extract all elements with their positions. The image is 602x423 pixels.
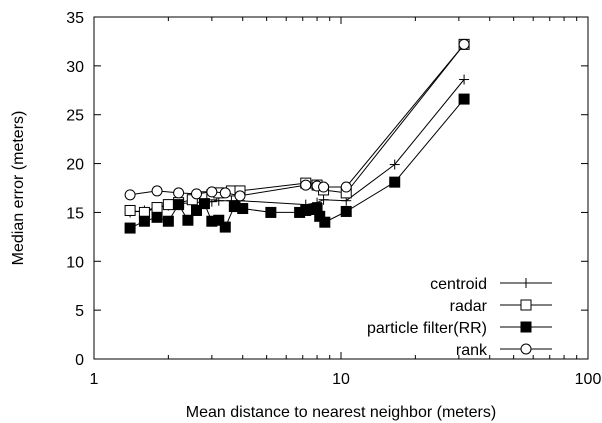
data-point <box>151 211 163 223</box>
data-point <box>458 93 470 105</box>
data-point <box>459 74 470 85</box>
legend-label: centroid <box>430 276 487 293</box>
data-point <box>219 221 231 233</box>
data-point <box>173 199 185 211</box>
data-point <box>162 215 174 227</box>
x-axis-label: Mean distance to nearest neighbor (meter… <box>186 404 496 421</box>
data-point <box>138 215 150 227</box>
axis-ticks: 0 5 10 15 20 25 30 35 1 10 100 <box>66 10 601 388</box>
data-point <box>213 214 225 226</box>
y-tick-label: 10 <box>66 254 84 271</box>
data-point <box>151 185 163 197</box>
data-point <box>237 203 249 215</box>
series-line <box>130 44 465 197</box>
data-point <box>265 206 277 218</box>
legend-label: particle filter(RR) <box>367 320 487 337</box>
series-line <box>130 44 465 213</box>
data-point <box>234 190 246 202</box>
y-tick-label: 30 <box>66 59 84 76</box>
y-tick-label: 20 <box>66 157 84 174</box>
data-point <box>190 188 202 200</box>
data-point <box>124 204 136 216</box>
x-tick-label: 100 <box>575 371 602 388</box>
data-point <box>124 222 136 234</box>
data-point <box>340 205 352 217</box>
data-point <box>206 186 218 198</box>
data-point <box>219 187 231 199</box>
series-3 <box>124 93 470 234</box>
data-point <box>520 321 532 333</box>
y-tick-label: 0 <box>75 352 84 369</box>
data-point <box>458 38 470 50</box>
data-point <box>318 194 329 205</box>
data-point <box>124 189 136 201</box>
y-tick-label: 25 <box>66 108 84 125</box>
data-point <box>389 176 401 188</box>
data-point <box>389 159 400 170</box>
x-tick-label: 1 <box>90 371 99 388</box>
y-tick-label: 15 <box>66 205 84 222</box>
data-point <box>173 187 185 199</box>
data-point <box>182 214 194 226</box>
data-point <box>198 198 210 210</box>
series-4 <box>124 38 470 202</box>
y-tick-label: 35 <box>66 10 84 27</box>
series-layer <box>124 38 470 234</box>
data-point <box>521 278 531 288</box>
data-point <box>151 202 163 214</box>
data-point <box>300 179 312 191</box>
y-axis-label: Median error (meters) <box>10 111 27 266</box>
data-point <box>340 181 352 193</box>
data-point <box>190 204 202 216</box>
data-point <box>319 216 331 228</box>
data-point <box>162 199 174 211</box>
data-point <box>520 343 532 355</box>
y-tick-label: 5 <box>75 303 84 320</box>
data-point <box>520 299 532 311</box>
data-point <box>318 181 330 193</box>
legend: centroid radar particle filter(RR) rank <box>367 276 552 359</box>
legend-label: rank <box>456 342 488 359</box>
x-tick-label: 10 <box>332 371 350 388</box>
legend-label: radar <box>450 298 488 315</box>
